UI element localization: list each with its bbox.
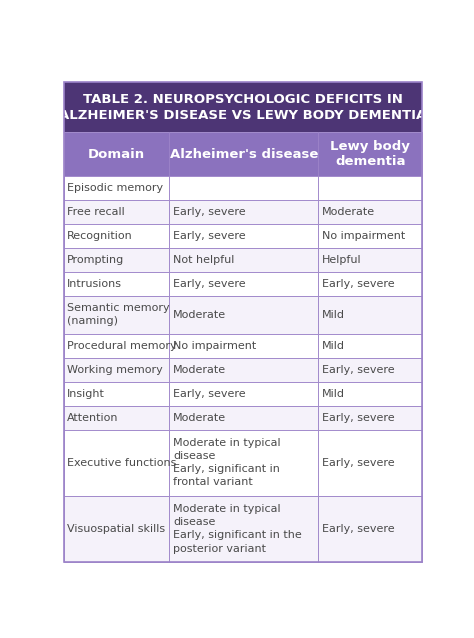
Text: Insight: Insight <box>67 389 105 399</box>
Bar <box>64 82 422 132</box>
Text: Moderate in typical
disease
Early, significant in
frontal variant: Moderate in typical disease Early, signi… <box>173 438 281 487</box>
Bar <box>169 382 318 406</box>
Bar <box>64 496 169 562</box>
Bar <box>64 176 169 200</box>
Bar <box>318 248 422 272</box>
Text: Procedural memory: Procedural memory <box>67 341 177 351</box>
Bar <box>318 358 422 382</box>
Bar <box>64 248 169 272</box>
Bar <box>64 358 169 382</box>
Text: Visuospatial skills: Visuospatial skills <box>67 524 165 534</box>
Text: Moderate: Moderate <box>173 365 226 375</box>
Bar <box>64 334 169 358</box>
Bar <box>64 406 169 429</box>
Text: Moderate in typical
disease
Early, significant in the
posterior variant: Moderate in typical disease Early, signi… <box>173 504 302 554</box>
Text: TABLE 2. NEUROPSYCHOLOGIC DEFICITS IN
ALZHEIMER'S DISEASE VS LEWY BODY DEMENTIA: TABLE 2. NEUROPSYCHOLOGIC DEFICITS IN AL… <box>59 93 427 122</box>
Text: Recognition: Recognition <box>67 231 133 241</box>
Text: Early, severe: Early, severe <box>173 231 246 241</box>
Bar <box>318 272 422 296</box>
Text: Attention: Attention <box>67 413 119 422</box>
Text: Working memory: Working memory <box>67 365 163 375</box>
Bar <box>169 272 318 296</box>
Text: Early, severe: Early, severe <box>322 413 394 422</box>
Text: Early, severe: Early, severe <box>173 207 246 217</box>
Text: Episodic memory: Episodic memory <box>67 183 164 193</box>
Bar <box>318 334 422 358</box>
Bar <box>318 406 422 429</box>
Bar <box>169 429 318 496</box>
Text: Alzheimer's disease: Alzheimer's disease <box>170 147 318 161</box>
Bar <box>64 296 169 334</box>
Text: Early, severe: Early, severe <box>322 279 394 289</box>
Bar <box>318 496 422 562</box>
Bar <box>169 296 318 334</box>
Bar <box>318 429 422 496</box>
Bar <box>169 496 318 562</box>
Text: Early, severe: Early, severe <box>173 279 246 289</box>
Bar <box>64 429 169 496</box>
Bar <box>169 248 318 272</box>
Text: Mild: Mild <box>322 389 345 399</box>
Bar <box>64 272 169 296</box>
Text: Intrusions: Intrusions <box>67 279 122 289</box>
Bar <box>318 296 422 334</box>
Bar <box>169 224 318 248</box>
Text: Moderate: Moderate <box>173 310 226 320</box>
Text: Helpful: Helpful <box>322 255 362 265</box>
Text: No impairment: No impairment <box>173 341 256 351</box>
Text: Mild: Mild <box>322 341 345 351</box>
Text: Domain: Domain <box>88 147 145 161</box>
Text: Early, severe: Early, severe <box>322 457 394 468</box>
Text: Executive functions: Executive functions <box>67 457 177 468</box>
Text: Moderate: Moderate <box>322 207 375 217</box>
Bar <box>318 224 422 248</box>
Bar <box>318 176 422 200</box>
Bar <box>169 406 318 429</box>
Text: No impairment: No impairment <box>322 231 405 241</box>
Text: Moderate: Moderate <box>173 413 226 422</box>
Bar <box>169 132 318 176</box>
Bar <box>64 200 169 224</box>
Bar <box>318 200 422 224</box>
Bar <box>169 176 318 200</box>
Bar <box>318 132 422 176</box>
Text: Early, severe: Early, severe <box>322 365 394 375</box>
Bar <box>64 382 169 406</box>
Text: Not helpful: Not helpful <box>173 255 235 265</box>
Text: Lewy body
dementia: Lewy body dementia <box>330 140 410 168</box>
Text: Prompting: Prompting <box>67 255 125 265</box>
Bar <box>169 334 318 358</box>
Bar <box>169 358 318 382</box>
Text: Semantic memory
(naming): Semantic memory (naming) <box>67 303 170 327</box>
Text: Mild: Mild <box>322 310 345 320</box>
Text: Early, severe: Early, severe <box>173 389 246 399</box>
Bar <box>169 200 318 224</box>
Text: Early, severe: Early, severe <box>322 524 394 534</box>
Bar <box>64 132 169 176</box>
Text: Free recall: Free recall <box>67 207 125 217</box>
Bar <box>64 224 169 248</box>
Bar <box>318 382 422 406</box>
